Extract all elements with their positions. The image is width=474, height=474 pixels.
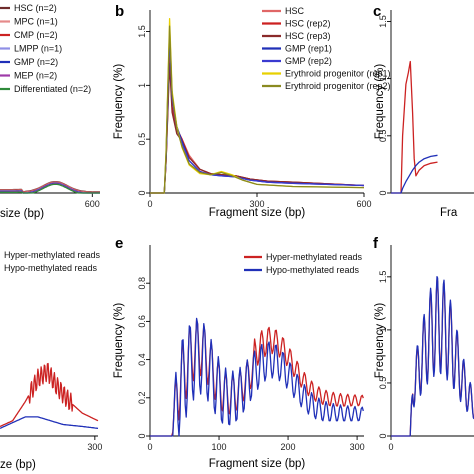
x-tick-label: 600: [85, 199, 100, 209]
panel-b: 0 300 600 0 0.5 1 1.5 HSC HSC (rep2) HSC (rep3) GM…: [113, 6, 391, 219]
panel-c: 0 0.5 1 1.5 Fra Frequency (%): [374, 10, 474, 219]
legend-entry: MEP (n=2): [14, 71, 57, 81]
legend-entry: HSC: [285, 6, 305, 16]
x-tick-label: 600: [356, 199, 371, 209]
x-tick-label: 0: [388, 442, 393, 452]
series-line: [150, 319, 364, 437]
panel-letter-e: e: [115, 235, 123, 252]
y-tick-label: 1: [378, 327, 388, 332]
series-line: [391, 154, 438, 194]
y-tick-label: 1: [137, 83, 147, 88]
y-axis-title: Frequency (%): [374, 303, 386, 379]
legend-entry: GMP (n=2): [14, 57, 58, 67]
y-tick-label: 1.5: [378, 271, 388, 284]
y-tick-label: 0.6: [137, 315, 147, 328]
series-line: [150, 25, 365, 194]
y-tick-label: 0.2: [137, 392, 147, 405]
legend-entry: CMP (n=2): [14, 30, 58, 40]
legend-d: Hyper-methylated reads Hypo-methylated re…: [4, 250, 101, 273]
legend-entry: Erythroid progenitor (rep1): [285, 69, 391, 79]
panel-a: 600 HSC (n=2) MPC (n=1) CMP (n=2) LMPP (n=1)…: [0, 3, 100, 220]
panel-d: 300 Hyper-methylated reads Hypo-methylated…: [0, 250, 102, 471]
x-tick-label: 100: [212, 442, 227, 452]
y-tick-label: 0.5: [137, 133, 147, 146]
x-tick-label: 0: [147, 442, 152, 452]
y-tick-label: 1.5: [137, 25, 147, 38]
series-line: [391, 60, 438, 194]
legend-entry: GMP (rep1): [285, 44, 332, 54]
y-axis-title: Frequency (%): [374, 64, 386, 140]
y-tick-label: 0: [378, 190, 388, 195]
y-tick-label: 0.4: [137, 353, 147, 366]
legend-entry: HSC (n=2): [14, 3, 57, 13]
panel-letter-b: b: [115, 3, 124, 20]
series-line: [150, 36, 365, 194]
y-tick-label: 0.5: [378, 130, 388, 143]
panel-e: 0 100 200 300 0 0.2 0.4 0.6 0.8 Hyper-methylated …: [113, 245, 365, 470]
x-tick-label: 200: [281, 442, 296, 452]
x-tick-label: 300: [350, 442, 365, 452]
panel-letter-f: f: [373, 235, 379, 252]
y-tick-label: 0: [137, 190, 147, 195]
legend-entry: GMP (rep2): [285, 56, 332, 66]
series-line: [0, 416, 99, 430]
legend-entry: Hyper-methylated reads: [266, 252, 363, 262]
x-axis-title: Fragment size (bp): [209, 458, 306, 470]
series-line: [0, 362, 99, 428]
panel-letter-c: c: [373, 3, 381, 20]
y-tick-label: 1.5: [378, 15, 388, 28]
y-tick-label: 0.8: [137, 277, 147, 290]
panel-f: 00 0.5 1 1.5 Frequency (%): [374, 245, 474, 452]
series-line: [390, 276, 474, 437]
y-tick-label: 0.5: [378, 377, 388, 390]
legend-entry: Differentiated (n=2): [14, 84, 91, 94]
x-axis-title: ze (bp): [0, 459, 36, 471]
series-line: [0, 183, 100, 194]
y-axis-title: Frequency (%): [113, 64, 125, 140]
x-axis-title: Fra: [440, 207, 458, 219]
y-axis-title: Frequency (%): [113, 303, 125, 379]
legend-a: HSC (n=2) MPC (n=1) CMP (n=2) LMPP (n=1) GMP…: [0, 3, 91, 94]
legend-entry: Hypo-methylated reads: [266, 265, 360, 275]
legend-e: Hyper-methylated reads Hypo-methylated re…: [244, 252, 363, 275]
legend-entry: Hypo-methylated reads: [4, 263, 98, 273]
series-line: [150, 57, 365, 194]
legend-entry: HSC (rep2): [285, 19, 331, 29]
x-tick-label: 300: [249, 199, 264, 209]
y-tick-label: 1: [378, 76, 388, 81]
x-tick-label: 0: [147, 199, 152, 209]
legend-entry: LMPP (n=1): [14, 44, 62, 54]
y-tick-label: 0: [378, 433, 388, 438]
series-line: [150, 30, 365, 194]
legend-entry: Hyper-methylated reads: [4, 250, 101, 260]
y-tick-label: 0: [137, 433, 147, 438]
x-tick-label: 300: [87, 442, 102, 452]
legend-entry: HSC (rep3): [285, 31, 331, 41]
series-line: [150, 317, 364, 437]
legend-entry: MPC (n=1): [14, 17, 58, 27]
legend-entry: Erythroid progenitor (rep2): [285, 81, 391, 91]
x-axis-title: Fragment size (bp): [209, 207, 306, 219]
series-line: [150, 17, 365, 194]
legend-b: HSC HSC (rep2) HSC (rep3) GMP (rep1) GMP (re…: [262, 6, 391, 91]
x-axis-title: size (bp): [0, 208, 44, 220]
